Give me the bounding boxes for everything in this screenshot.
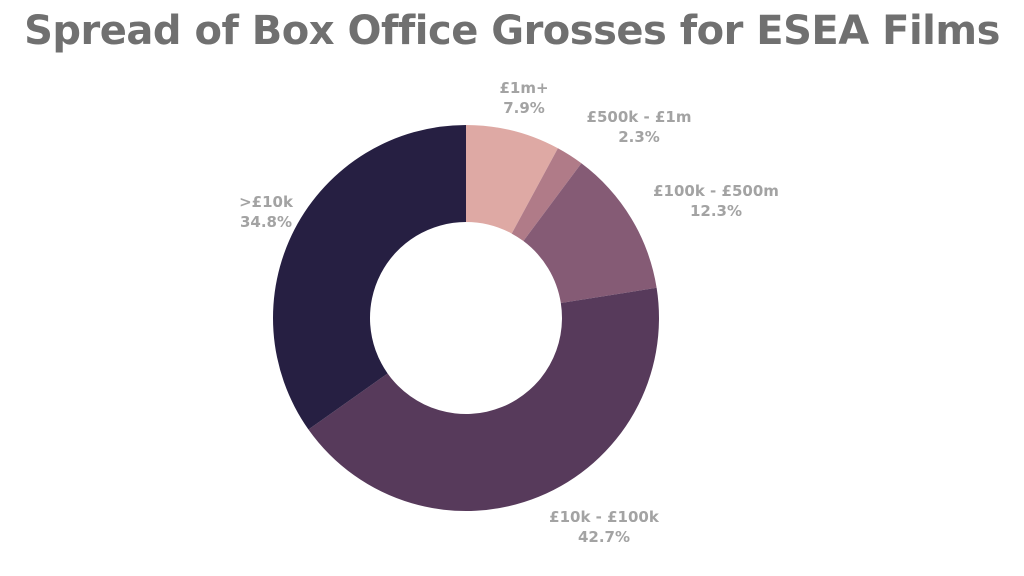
slice-value-label: 7.9% <box>503 99 545 117</box>
donut-slice-2 <box>511 148 582 242</box>
donut-slice-5 <box>273 124 466 430</box>
donut-slices <box>273 124 659 511</box>
slice-value-label: 34.8% <box>240 213 292 231</box>
donut-slice-1 <box>466 125 558 234</box>
slice-category-label: £1m+ <box>499 79 548 97</box>
slice-category-label: £100k - £500m <box>653 182 779 200</box>
donut-slice-4 <box>308 287 659 511</box>
slice-value-label: 42.7% <box>578 528 630 546</box>
chart-title: Spread of Box Office Grosses for ESEA Fi… <box>24 8 1000 54</box>
slice-labels: £1m+ 7.9% £500k - £1m 2.3% £100k - £500m 12.3… <box>239 79 779 546</box>
slice-category-label: £10k - £100k <box>549 508 660 526</box>
slice-category-label: >£10k <box>239 193 294 211</box>
slice-category-label: £500k - £1m <box>587 108 692 126</box>
slice-value-label: 2.3% <box>618 128 660 146</box>
donut-slice-3 <box>523 163 657 303</box>
slice-value-label: 12.3% <box>690 202 742 220</box>
